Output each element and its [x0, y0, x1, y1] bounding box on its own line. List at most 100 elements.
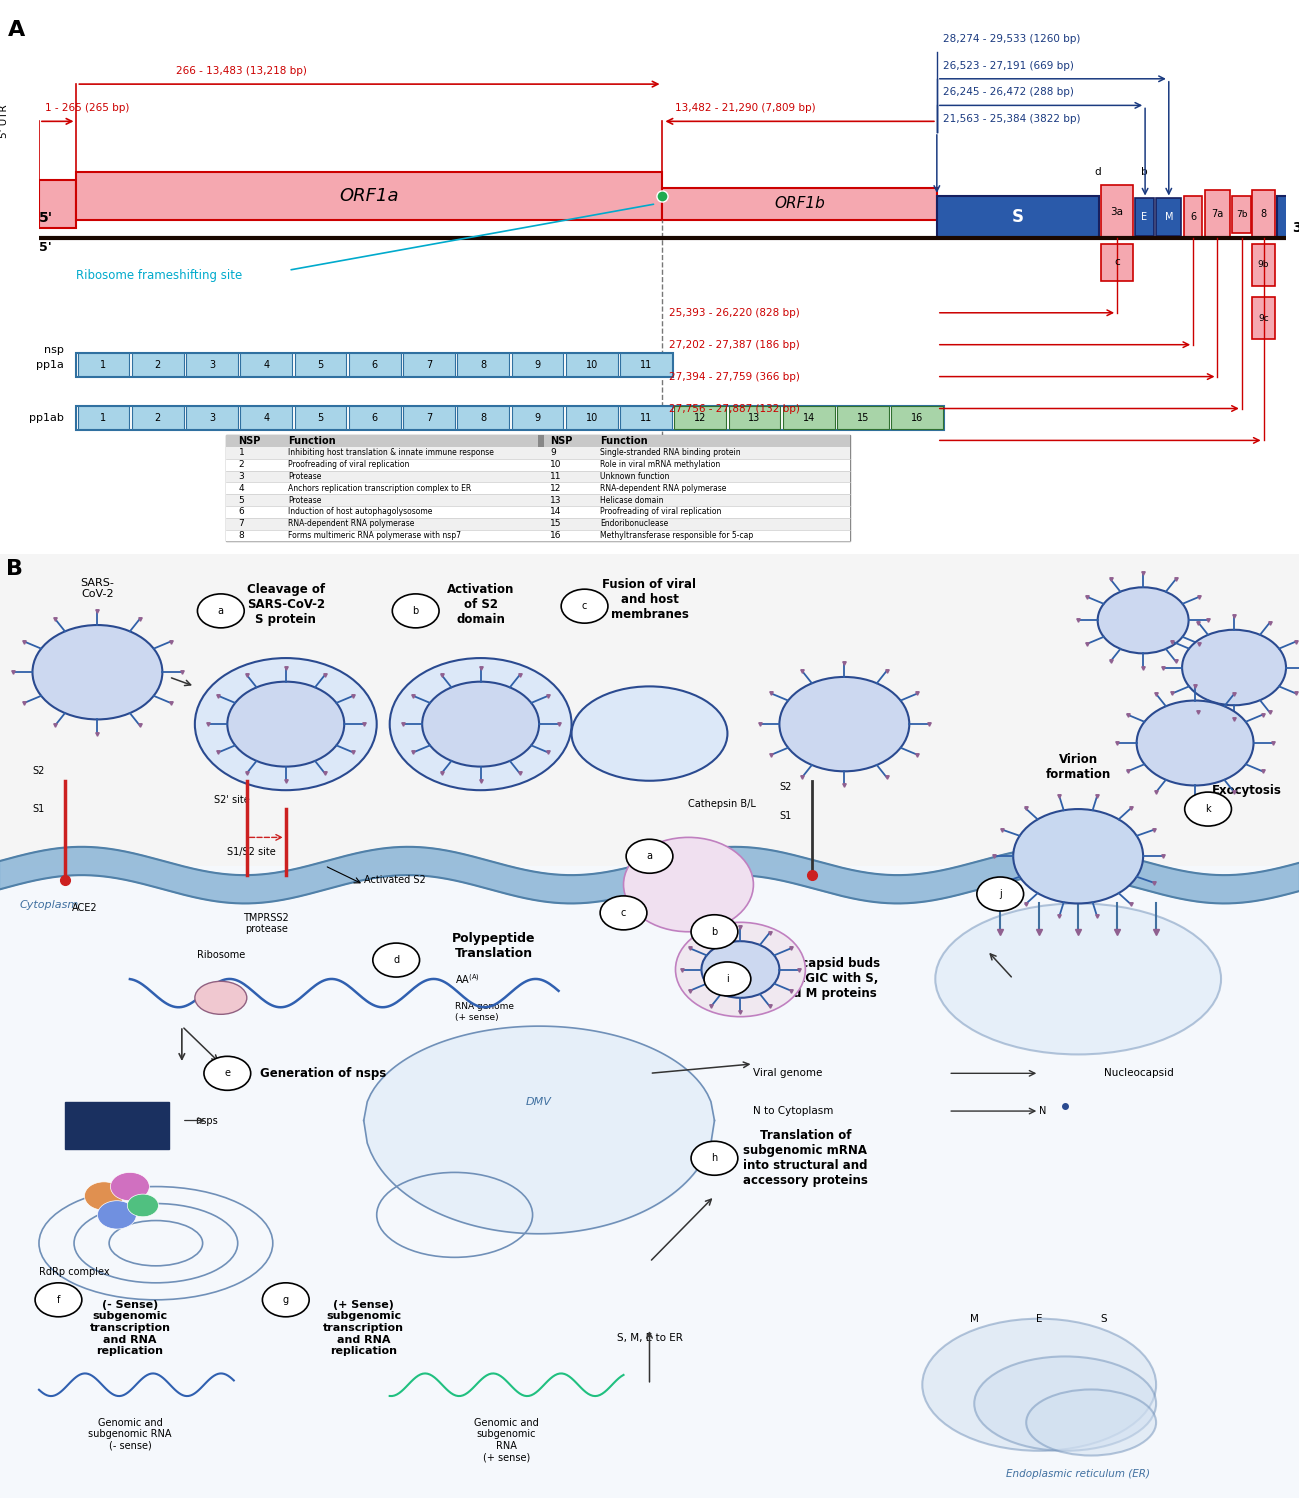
Text: 10: 10 [586, 413, 598, 422]
Ellipse shape [922, 1318, 1156, 1450]
Text: 6: 6 [372, 360, 378, 370]
Text: 3a: 3a [1111, 207, 1124, 217]
Circle shape [1098, 587, 1189, 653]
Text: 8: 8 [481, 360, 486, 370]
Text: 27,394 - 27,759 (366 bp): 27,394 - 27,759 (366 bp) [669, 372, 800, 382]
Text: ERGIC: ERGIC [1061, 885, 1095, 896]
FancyBboxPatch shape [783, 406, 834, 430]
Text: i: i [726, 974, 729, 984]
Text: k: k [1205, 804, 1211, 813]
Bar [226, 458, 850, 470]
Ellipse shape [935, 903, 1221, 1055]
Text: c: c [582, 601, 587, 611]
Text: Cathepsin B/L: Cathepsin B/L [688, 800, 756, 809]
Text: DMV: DMV [526, 1097, 552, 1107]
Text: (- Sense)
subgenomic
transcription
and RNA
replication: (- Sense) subgenomic transcription and R… [90, 1300, 170, 1356]
Text: Role in viral mRNA methylation: Role in viral mRNA methylation [600, 460, 721, 469]
Text: 7: 7 [239, 520, 244, 529]
Text: Methyltransferase responsible for 5-cap: Methyltransferase responsible for 5-cap [600, 532, 753, 541]
Text: 1: 1 [100, 360, 107, 370]
Text: 10: 10 [551, 460, 561, 469]
Text: b: b [413, 605, 418, 616]
Text: S: S [1100, 1314, 1108, 1324]
Text: M: M [970, 1314, 978, 1324]
FancyBboxPatch shape [837, 406, 889, 430]
Circle shape [561, 589, 608, 623]
Text: Helicase domain: Helicase domain [600, 496, 664, 505]
Text: 2: 2 [155, 360, 161, 370]
Text: S, M, E to ER: S, M, E to ER [617, 1333, 682, 1342]
FancyBboxPatch shape [295, 406, 347, 430]
Text: 5: 5 [239, 496, 244, 505]
Text: 16: 16 [911, 413, 924, 422]
FancyBboxPatch shape [891, 406, 943, 430]
Text: Exocytosis: Exocytosis [1212, 783, 1282, 797]
Text: 6: 6 [239, 508, 244, 517]
Text: S1: S1 [32, 804, 44, 813]
Circle shape [84, 1182, 123, 1210]
FancyBboxPatch shape [403, 406, 455, 430]
Bar [538, 434, 544, 541]
Circle shape [32, 625, 162, 719]
Text: Function: Function [600, 436, 648, 446]
Text: Nucleocapsid: Nucleocapsid [1104, 1068, 1174, 1079]
Text: Cytoplasm: Cytoplasm [19, 900, 79, 911]
Text: 1 - 265 (265 bp): 1 - 265 (265 bp) [45, 103, 130, 114]
Text: 13: 13 [748, 413, 761, 422]
Text: M: M [1164, 213, 1173, 222]
Circle shape [977, 876, 1024, 911]
Text: RNA genome
(+ sense): RNA genome (+ sense) [455, 1002, 513, 1022]
Text: 28,274 - 29,533 (1260 bp): 28,274 - 29,533 (1260 bp) [943, 34, 1081, 45]
Text: Anchors replication transcription complex to ER: Anchors replication transcription comple… [288, 484, 472, 493]
Text: Endoplasmic reticulum (ER): Endoplasmic reticulum (ER) [1007, 1470, 1150, 1479]
Text: 3': 3' [1293, 220, 1299, 235]
Circle shape [779, 677, 909, 771]
Text: Endoribonuclease: Endoribonuclease [600, 520, 669, 529]
Text: S2' site: S2' site [214, 794, 251, 804]
Text: Activated S2: Activated S2 [364, 875, 426, 885]
Text: E: E [1142, 213, 1147, 222]
Text: A: A [8, 21, 25, 40]
Text: Inhibiting host translation & innate immune response: Inhibiting host translation & innate imm… [288, 448, 494, 457]
Text: TMPRSS2
protease: TMPRSS2 protease [243, 912, 290, 935]
FancyBboxPatch shape [674, 406, 726, 430]
Text: 7: 7 [426, 413, 433, 422]
Bar [77, 352, 673, 376]
Text: 27,894 - 28,259 (366 bp): 27,894 - 28,259 (366 bp) [669, 436, 800, 445]
Text: d: d [394, 956, 399, 965]
Text: ORF1a: ORF1a [339, 187, 399, 205]
FancyBboxPatch shape [1233, 196, 1251, 234]
FancyBboxPatch shape [620, 406, 672, 430]
Text: Ribosome frameshifting site: Ribosome frameshifting site [77, 270, 243, 282]
Text: 4: 4 [264, 360, 269, 370]
Text: pp1a: pp1a [36, 360, 64, 370]
Text: Generation of nsps: Generation of nsps [260, 1067, 386, 1080]
Circle shape [197, 593, 244, 628]
Text: Unknown function: Unknown function [600, 472, 669, 481]
FancyBboxPatch shape [349, 354, 400, 376]
Text: S: S [1012, 208, 1024, 226]
FancyBboxPatch shape [457, 354, 509, 376]
Circle shape [110, 1173, 149, 1201]
Text: b: b [1141, 168, 1148, 177]
FancyBboxPatch shape [1252, 244, 1274, 286]
Bar [226, 434, 850, 446]
Text: ORF1b: ORF1b [774, 196, 825, 211]
FancyBboxPatch shape [662, 187, 937, 220]
Text: B: B [6, 559, 23, 580]
Bar [226, 530, 850, 541]
Bar [65, 1101, 169, 1149]
Text: S1/S2 site: S1/S2 site [227, 846, 277, 857]
FancyBboxPatch shape [512, 406, 564, 430]
FancyBboxPatch shape [78, 354, 130, 376]
Text: Ribosome: Ribosome [196, 950, 246, 960]
Text: 3: 3 [209, 413, 216, 422]
Circle shape [390, 658, 572, 791]
Text: S2: S2 [779, 782, 792, 792]
Text: Function: Function [288, 436, 336, 446]
Text: 8: 8 [239, 532, 244, 541]
Circle shape [1182, 629, 1286, 706]
Circle shape [701, 941, 779, 998]
Text: Genomic and
subgenomic
RNA
(+ sense): Genomic and subgenomic RNA (+ sense) [474, 1417, 539, 1462]
FancyBboxPatch shape [39, 180, 77, 228]
